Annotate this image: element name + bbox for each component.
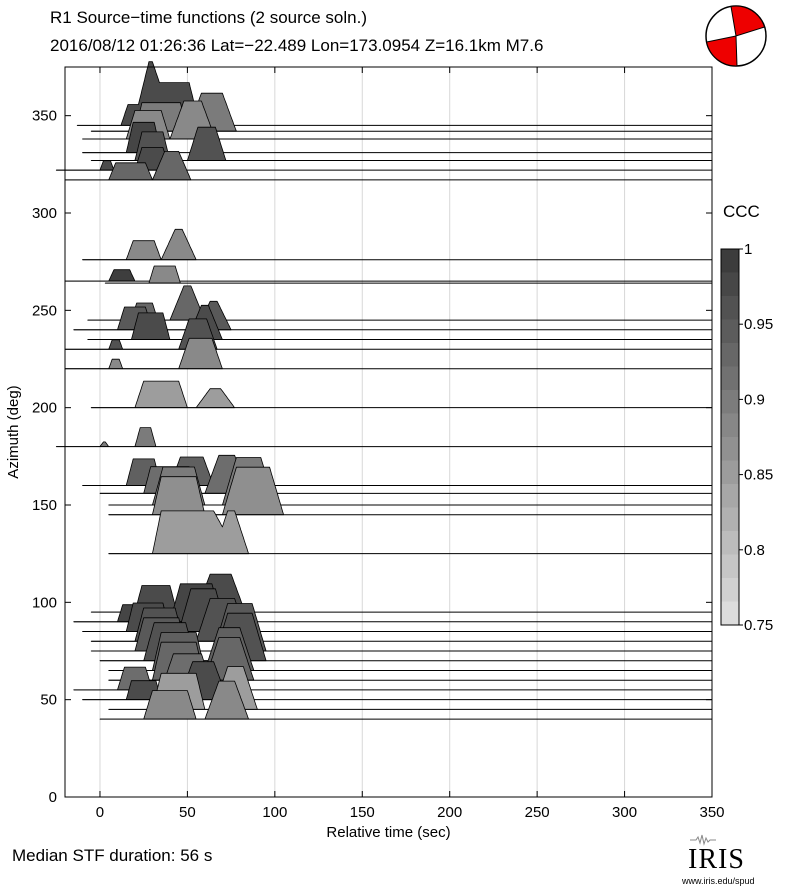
colorbar-tick-label: 0.9 <box>744 391 765 408</box>
y-axis-label: Azimuth (deg) <box>5 385 22 478</box>
x-tick-label: 300 <box>612 804 637 821</box>
stf-traces <box>55 61 712 720</box>
y-tick-label: 100 <box>32 594 57 611</box>
colorbar-segment <box>721 578 739 602</box>
x-tick-label: 0 <box>96 804 104 821</box>
x-tick-label: 150 <box>350 804 375 821</box>
colorbar-frame <box>720 248 740 626</box>
colorbar-tick-label: 0.8 <box>744 542 765 559</box>
median-duration-text: Median STF duration: 56 s <box>12 846 213 865</box>
stf-trace <box>104 265 181 284</box>
y-tick-label: 250 <box>32 302 57 319</box>
x-tick-label: 200 <box>437 804 462 821</box>
chart-title: R1 Source−time functions (2 source soln.… <box>50 8 368 27</box>
colorbar-tick-label: 0.95 <box>744 316 773 333</box>
colorbar-segment <box>721 366 739 390</box>
y-tick-label: 300 <box>32 205 57 222</box>
colorbar-segment <box>721 484 739 508</box>
colorbar-segment <box>721 413 739 437</box>
colorbar-label: CCC <box>723 202 760 221</box>
colorbar-segment <box>721 249 739 273</box>
colorbar-tick-label: 0.75 <box>744 617 773 634</box>
stf-trace <box>64 269 136 282</box>
stf-trace <box>55 147 171 171</box>
colorbar-segment <box>721 296 739 320</box>
iris-logo-text: IRIS <box>688 844 745 875</box>
colorbar-segment <box>721 507 739 531</box>
stf-trace <box>55 427 157 447</box>
grid-lines <box>99 67 713 797</box>
x-tick-label: 100 <box>262 804 287 821</box>
axes: 0 50 100 150 200 250 300 350 0 50 100 150 200 250 300 3… <box>32 67 725 821</box>
stf-trace <box>82 100 216 140</box>
stf-trace <box>90 380 235 409</box>
y-tick-label: 350 <box>32 108 57 125</box>
stf-trace <box>108 510 249 555</box>
colorbar-segment <box>721 531 739 555</box>
y-tick-label: 150 <box>32 497 57 514</box>
colorbar-segment <box>721 319 739 343</box>
colorbar-segment <box>721 437 739 461</box>
iris-logo: IRIS www.iris.edu/spud <box>682 828 782 886</box>
x-tick-label: 50 <box>179 804 196 821</box>
plot-frame <box>64 66 713 798</box>
colorbar-segment <box>721 460 739 484</box>
x-axis-label: Relative time (sec) <box>326 824 450 841</box>
colorbar-segment <box>721 272 739 296</box>
x-tick-label: 350 <box>699 804 724 821</box>
event-info: 2016/08/12 01:26:36 Lat=−22.489 Lon=173.… <box>50 36 544 55</box>
iris-logo-url: www.iris.edu/spud <box>682 876 755 886</box>
focal-mechanism-beachball-icon <box>705 5 767 67</box>
colorbar: 0.75 0.8 0.85 0.9 0.95 1 <box>720 241 773 634</box>
stf-trace <box>64 337 223 370</box>
seismogram-icon <box>690 834 716 846</box>
y-tick-label: 50 <box>40 692 57 709</box>
colorbar-segment <box>721 554 739 578</box>
colorbar-segment <box>721 390 739 414</box>
colorbar-tick-label: 0.85 <box>744 467 773 484</box>
y-tick-label: 0 <box>49 789 57 806</box>
stf-trace <box>64 151 192 181</box>
colorbar-segment <box>721 343 739 367</box>
x-tick-label: 250 <box>525 804 550 821</box>
colorbar-tick-label: 1 <box>744 241 752 258</box>
colorbar-segment <box>721 601 739 625</box>
y-tick-label: 200 <box>32 400 57 417</box>
